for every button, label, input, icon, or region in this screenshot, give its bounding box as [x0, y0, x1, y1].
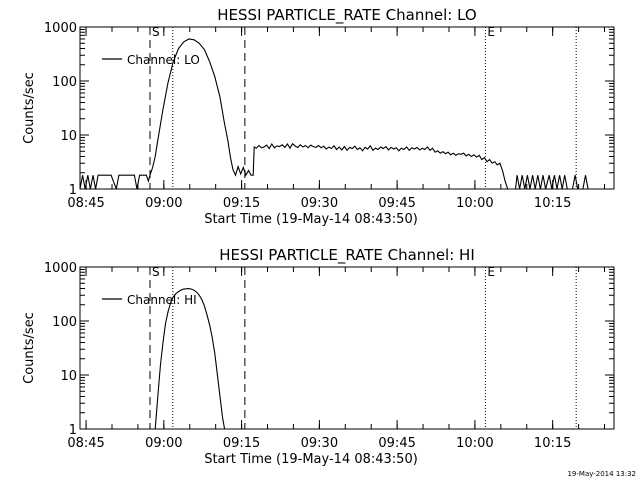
x-tick-label: 09:15 — [223, 436, 260, 451]
chart-title: HESSI PARTICLE_RATE Channel: LO — [217, 6, 476, 25]
x-tick-label: 09:45 — [378, 196, 415, 211]
x-tick-label: 10:15 — [534, 196, 571, 211]
x-tick-label: 10:00 — [456, 196, 493, 211]
x-tick-label: 09:00 — [145, 436, 182, 451]
x-tick-label: 09:45 — [378, 436, 415, 451]
x-tick-label: 08:45 — [67, 436, 104, 451]
y-axis-label: Counts/sec — [22, 72, 37, 144]
y-tick-label: 1 — [69, 183, 77, 198]
x-tick-label: 09:00 — [145, 196, 182, 211]
y-tick-label: 100 — [52, 75, 77, 90]
y-tick-label: 100 — [52, 315, 77, 330]
y-tick-label: 10 — [60, 369, 77, 384]
marker-label: S — [152, 265, 160, 279]
x-tick-label: 09:30 — [301, 196, 338, 211]
y-tick-label: 10 — [60, 129, 77, 144]
y-tick-label: 1000 — [44, 261, 77, 276]
x-axis-label: Start Time (19-May-14 08:43:50) — [204, 212, 418, 227]
marker-label: E — [487, 25, 495, 39]
marker-label: E — [487, 265, 495, 279]
x-tick-label: 10:15 — [534, 436, 571, 451]
marker-label: S — [152, 25, 160, 39]
x-tick-label: 10:00 — [456, 436, 493, 451]
plot-frame — [79, 266, 615, 430]
series-line — [154, 288, 226, 429]
legend-label: Channel: HI — [127, 293, 197, 307]
legend-label: Channel: LO — [127, 53, 200, 67]
chart-title: HESSI PARTICLE_RATE Channel: HI — [219, 246, 475, 265]
x-tick-label: 09:30 — [301, 436, 338, 451]
y-tick-label: 1 — [69, 423, 77, 438]
hi-channel-panel: HESSI PARTICLE_RATE Channel: HI 1 10 100 100… — [22, 246, 615, 467]
x-axis-label: Start Time (19-May-14 08:43:50) — [204, 452, 418, 467]
x-tick-label: 08:45 — [67, 196, 104, 211]
y-tick-label: 1000 — [44, 21, 77, 36]
timestamp: 19-May-2014 13:32 — [567, 470, 636, 478]
series-line — [80, 38, 589, 189]
plot-frame — [79, 26, 615, 190]
lo-channel-panel: HESSI PARTICLE_RATE Channel: LO 1 10 100 100… — [22, 6, 615, 227]
y-axis-label: Counts/sec — [22, 312, 37, 384]
x-tick-label: 09:15 — [223, 196, 260, 211]
